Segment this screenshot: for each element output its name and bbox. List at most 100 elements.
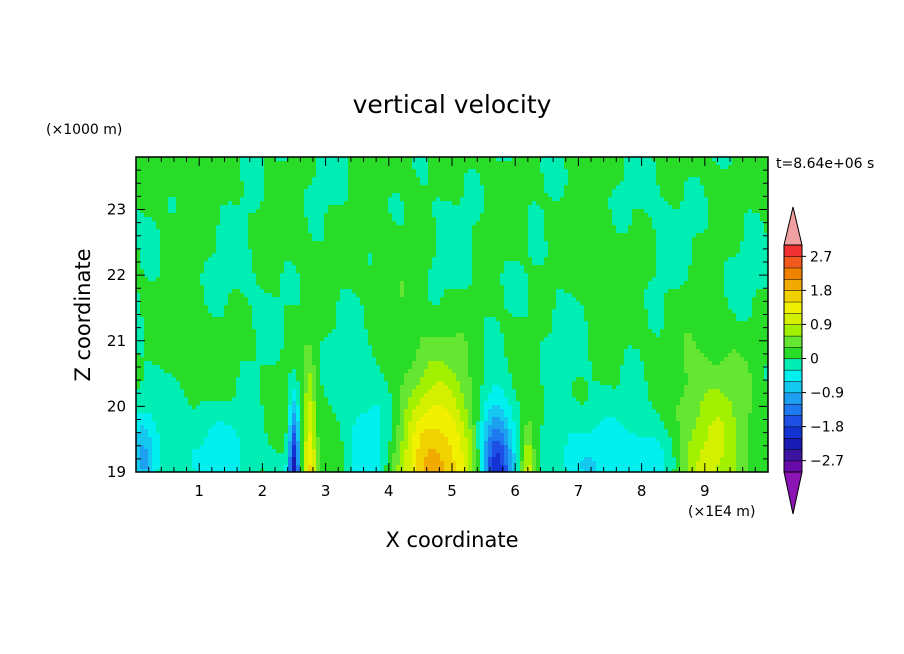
contour-cell bbox=[176, 433, 181, 438]
contour-cell bbox=[216, 245, 221, 250]
contour-cell bbox=[244, 161, 249, 166]
contour-cell bbox=[280, 185, 285, 190]
contour-cell bbox=[188, 325, 193, 330]
contour-cell bbox=[328, 281, 333, 286]
contour-cell bbox=[288, 181, 293, 186]
contour-cell bbox=[216, 301, 221, 306]
contour-cell bbox=[196, 393, 201, 398]
contour-cell bbox=[240, 241, 245, 246]
contour-cell bbox=[264, 345, 269, 350]
contour-cell bbox=[156, 245, 161, 250]
contour-cell bbox=[216, 193, 221, 198]
contour-cell bbox=[248, 425, 253, 430]
contour-cell bbox=[284, 237, 289, 242]
contour-cell bbox=[144, 345, 149, 350]
contour-cell bbox=[272, 309, 277, 314]
contour-cell bbox=[188, 269, 193, 274]
contour-cell bbox=[136, 157, 141, 162]
contour-cell bbox=[232, 305, 237, 310]
contour-cell bbox=[184, 189, 189, 194]
contour-cell bbox=[288, 249, 293, 254]
contour-cell bbox=[368, 237, 373, 242]
contour-cell bbox=[296, 245, 301, 250]
contour-cell bbox=[256, 185, 261, 190]
contour-cell bbox=[160, 461, 165, 466]
contour-cell bbox=[324, 353, 329, 358]
contour-cell bbox=[192, 217, 197, 222]
contour-cell bbox=[356, 261, 361, 266]
contour-cell bbox=[264, 321, 269, 326]
contour-cell bbox=[232, 229, 237, 234]
contour-cell bbox=[348, 441, 353, 446]
contour-cell bbox=[184, 341, 189, 346]
contour-cell bbox=[172, 413, 177, 418]
contour-cell bbox=[164, 441, 169, 446]
contour-cell bbox=[384, 365, 389, 370]
contour-cell bbox=[276, 421, 281, 426]
contour-cell bbox=[204, 241, 209, 246]
contour-cell bbox=[336, 441, 341, 446]
contour-cell bbox=[308, 281, 313, 286]
contour-cell bbox=[332, 337, 337, 342]
contour-cell bbox=[136, 441, 141, 446]
contour-cell bbox=[356, 221, 361, 226]
contour-cell bbox=[252, 397, 257, 402]
contour-cell bbox=[276, 361, 281, 366]
contour-cell bbox=[220, 433, 225, 438]
contour-cell bbox=[196, 369, 201, 374]
contour-cell bbox=[224, 413, 229, 418]
contour-cell bbox=[260, 349, 265, 354]
contour-cell bbox=[368, 377, 373, 382]
contour-cell bbox=[216, 353, 221, 358]
contour-cell bbox=[168, 437, 173, 442]
contour-cell bbox=[288, 213, 293, 218]
contour-cell bbox=[376, 401, 381, 406]
contour-cell bbox=[140, 441, 145, 446]
contour-cell bbox=[252, 201, 257, 206]
contour-cell bbox=[268, 177, 273, 182]
contour-cell bbox=[236, 209, 241, 214]
contour-cell bbox=[300, 405, 305, 410]
contour-cell bbox=[240, 161, 245, 166]
contour-cell bbox=[252, 249, 257, 254]
contour-cell bbox=[192, 157, 197, 162]
contour-cell bbox=[280, 165, 285, 170]
contour-cell bbox=[380, 221, 385, 226]
contour-cell bbox=[208, 257, 213, 262]
contour-cell bbox=[228, 329, 233, 334]
contour-cell bbox=[328, 293, 333, 298]
contour-cell bbox=[356, 329, 361, 334]
contour-cell bbox=[260, 373, 265, 378]
contour-cell bbox=[248, 433, 253, 438]
contour-cell bbox=[220, 361, 225, 366]
contour-cell bbox=[292, 305, 297, 310]
contour-cell bbox=[164, 373, 169, 378]
contour-cell bbox=[188, 253, 193, 258]
contour-cell bbox=[372, 457, 377, 462]
contour-cell bbox=[360, 461, 365, 466]
contour-cell bbox=[232, 237, 237, 242]
contour-cell bbox=[376, 397, 381, 402]
contour-cell bbox=[144, 429, 149, 434]
contour-cell bbox=[224, 421, 229, 426]
contour-cell bbox=[328, 241, 333, 246]
contour-cell bbox=[336, 389, 341, 394]
contour-cell bbox=[268, 361, 273, 366]
contour-cell bbox=[148, 181, 153, 186]
contour-cell bbox=[208, 189, 213, 194]
contour-cell bbox=[340, 373, 345, 378]
contour-cell bbox=[196, 321, 201, 326]
contour-cell bbox=[272, 389, 277, 394]
contour-cell bbox=[380, 357, 385, 362]
contour-cell bbox=[324, 169, 329, 174]
contour-cell bbox=[368, 165, 373, 170]
contour-cell bbox=[184, 233, 189, 238]
contour-cell bbox=[136, 285, 141, 290]
contour-cell bbox=[156, 357, 161, 362]
contour-cell bbox=[380, 257, 385, 262]
contour-cell bbox=[204, 305, 209, 310]
contour-cell bbox=[224, 161, 229, 166]
contour-cell bbox=[144, 453, 149, 458]
contour-cell bbox=[248, 309, 253, 314]
contour-cell bbox=[304, 353, 309, 358]
